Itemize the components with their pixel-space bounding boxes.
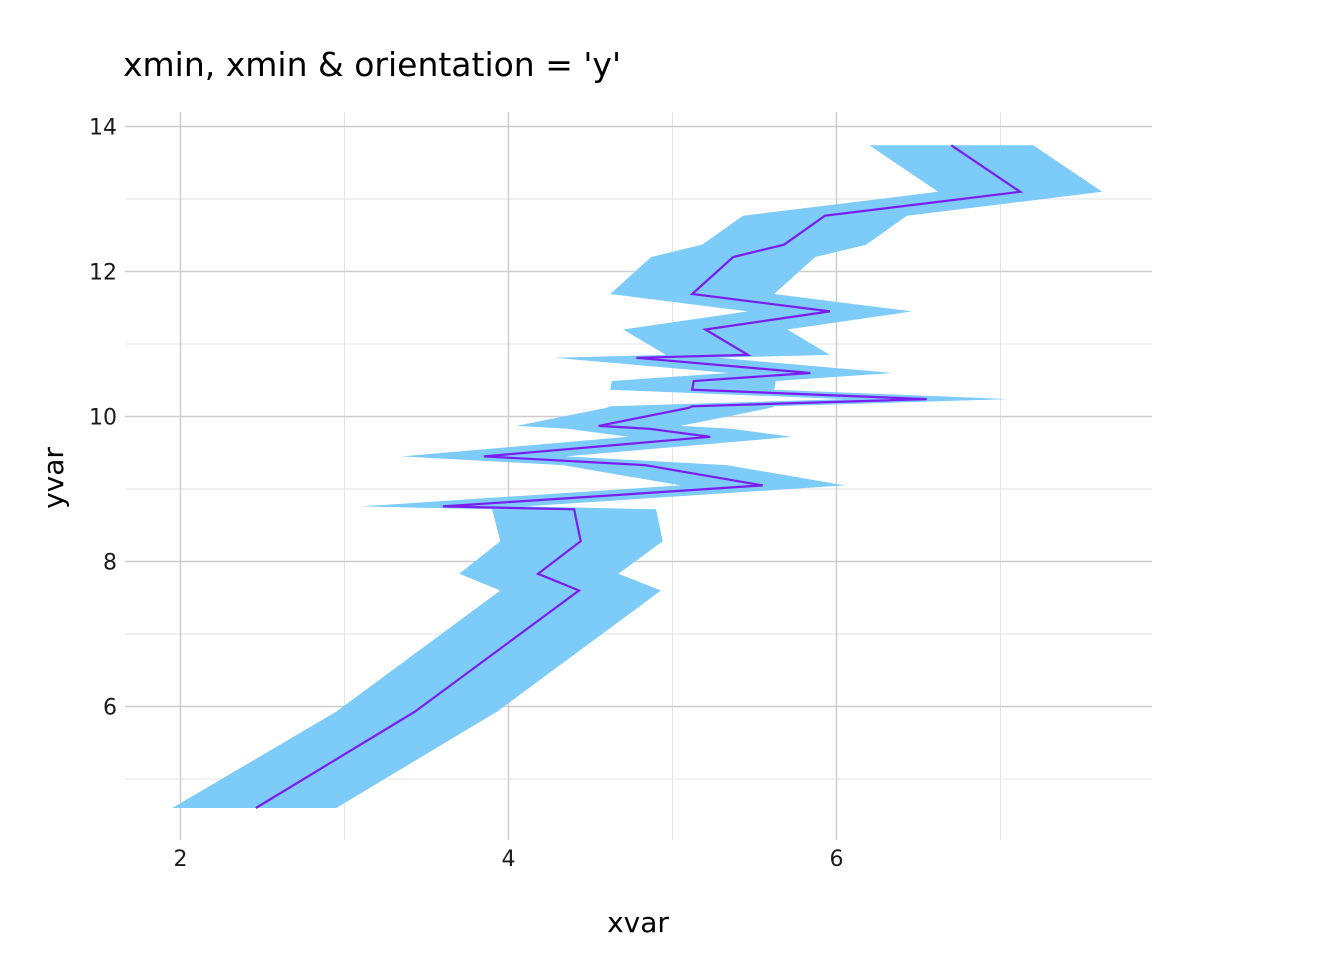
x-tick-label: 6 (830, 847, 844, 872)
y-tick-label: 12 (89, 261, 117, 286)
y-axis-title: yvar (37, 447, 70, 509)
y-tick-label: 8 (103, 551, 117, 576)
chart-title: xmin, xmin & orientation = 'y' (123, 45, 621, 84)
x-tick-label: 2 (174, 847, 188, 872)
center-line (255, 144, 1024, 809)
y-tick-label: 6 (103, 696, 117, 721)
x-tick-labels: 2 4 6 (174, 847, 844, 872)
ribbon-area (172, 145, 1103, 809)
x-axis-title: xvar (607, 906, 669, 939)
y-tick-label: 10 (89, 406, 117, 431)
y-tick-label: 14 (89, 116, 117, 141)
x-tick-label: 4 (502, 847, 516, 872)
y-tick-labels: 6 8 10 12 14 (89, 116, 117, 721)
